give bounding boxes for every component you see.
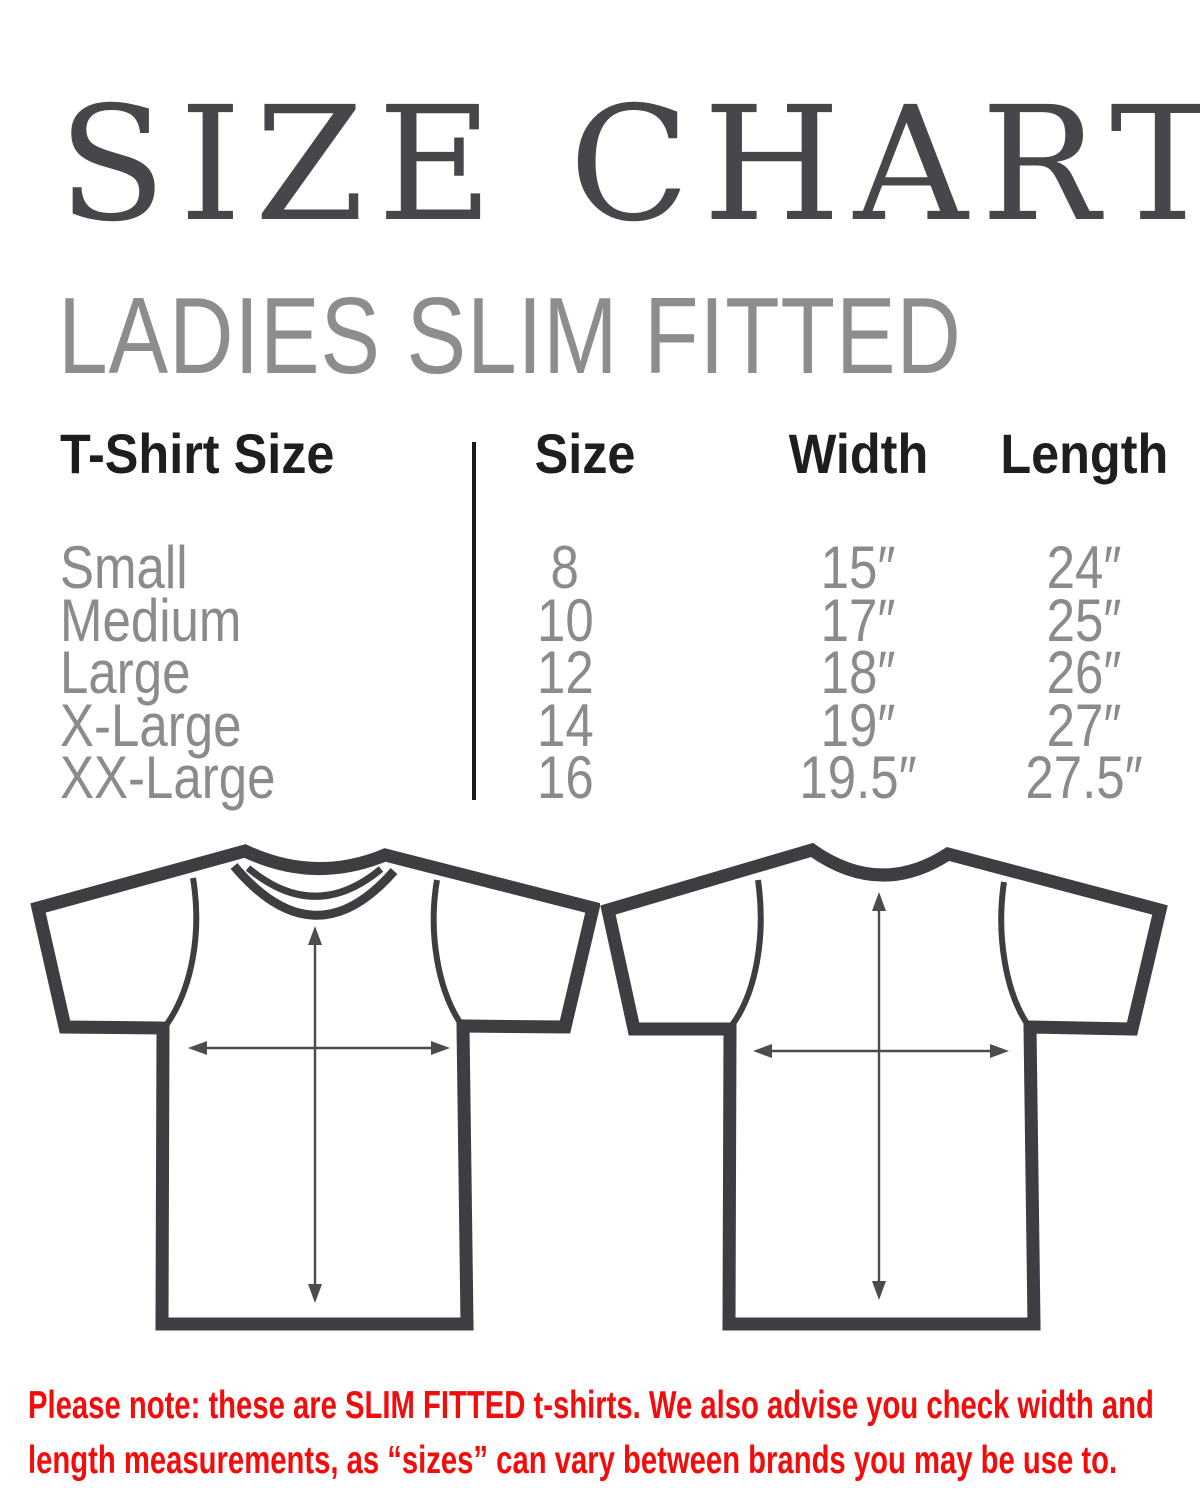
length-value: 24″ (1046, 534, 1122, 601)
length-value: 27.5″ (1025, 744, 1143, 811)
disclaimer-line-2: length measurements, as “sizes” can vary… (28, 1439, 1118, 1482)
length-arrow (308, 926, 322, 1303)
table-row-small: Small 8 15″ 24″ (0, 534, 1200, 601)
left-armhole-seam (729, 879, 764, 1027)
length-arrow (872, 892, 886, 1300)
column-header-length: Length (1000, 422, 1168, 485)
collar-outer-line (230, 863, 398, 920)
size-label: Small (60, 534, 188, 601)
width-value: 19″ (820, 691, 896, 759)
table-row-xxlarge: XX-Large 16 19.5″ 27.5″ (0, 744, 1200, 811)
width-value: 15″ (820, 534, 896, 601)
column-header-size: Size (534, 422, 636, 485)
size-label: X-Large (60, 691, 242, 759)
length-value: 27″ (1046, 691, 1122, 759)
size-value: 12 (536, 639, 594, 706)
slim-fit-disclaimer: Please note: these are SLIM FITTED t-shi… (28, 1378, 1154, 1488)
tshirt-back-diagram-icon (600, 842, 1168, 1331)
width-value: 19.5″ (799, 744, 917, 811)
table-row-xlarge: X-Large 14 19″ 27″ (0, 691, 1200, 759)
width-value: 18″ (820, 639, 896, 706)
size-value: 16 (536, 744, 594, 811)
size-label: Large (60, 639, 191, 706)
tshirt-front-diagram-icon (30, 844, 600, 1331)
column-header-width: Width (788, 422, 928, 485)
table-row-medium: Medium 10 17″ 25″ (0, 586, 1200, 654)
right-armhole-seam (430, 879, 464, 1026)
page-title: SIZE CHART (58, 73, 1200, 257)
collar-inner-line (245, 865, 384, 900)
size-table-body: Small 8 15″ 24″ Medium 10 17″ 25″ Large … (0, 534, 1200, 811)
width-value: 17″ (820, 586, 896, 654)
size-value: 14 (536, 691, 594, 759)
tshirt-back-outline (600, 842, 1168, 1331)
size-value: 8 (550, 534, 580, 601)
column-header-tshirt-size: T-Shirt Size (60, 422, 335, 485)
size-label: XX-Large (60, 744, 276, 811)
left-armhole-seam (164, 877, 200, 1026)
width-arrow (188, 1041, 450, 1055)
page-subtitle: LADIES SLIM FITTED (58, 275, 962, 397)
table-row-large: Large 12 18″ 26″ (0, 639, 1200, 706)
size-value: 10 (536, 586, 594, 654)
size-label: Medium (60, 586, 242, 654)
size-table-header: T-Shirt Size Size Width Length (0, 424, 1200, 484)
right-armhole-seam (998, 881, 1031, 1027)
disclaimer-line-1: Please note: these are SLIM FITTED t-shi… (28, 1384, 1154, 1427)
length-value: 26″ (1046, 639, 1122, 706)
width-arrow (753, 1044, 1009, 1058)
table-divider-line (472, 442, 476, 800)
length-value: 25″ (1046, 586, 1122, 654)
